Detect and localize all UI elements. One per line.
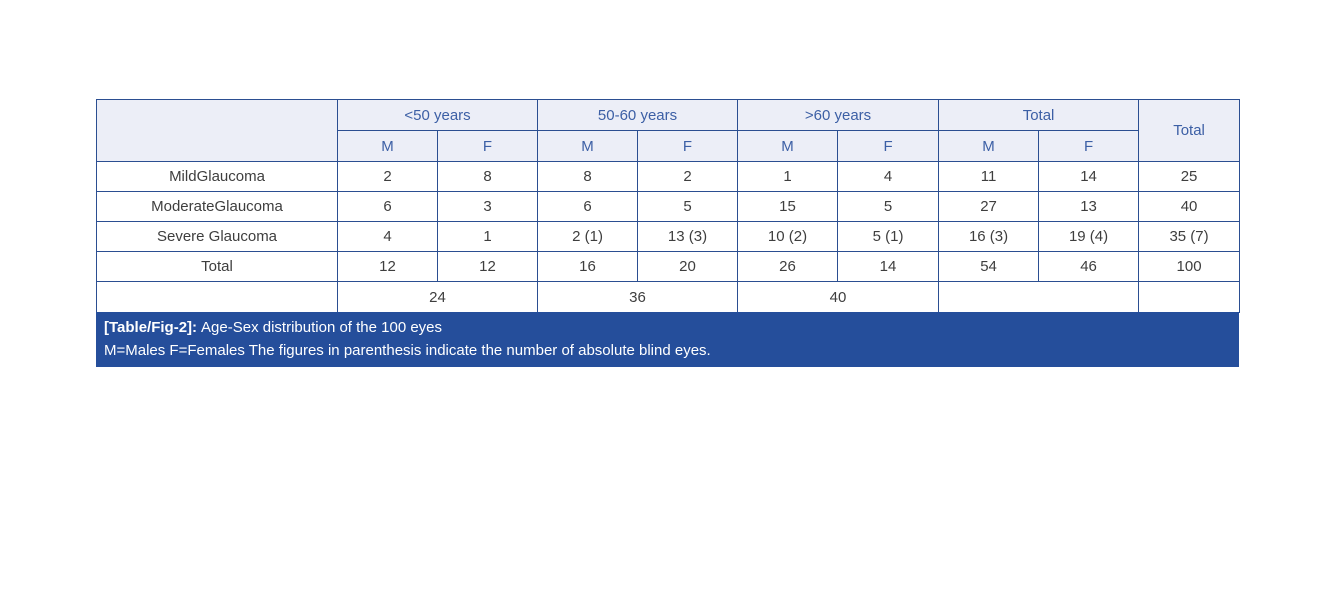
cell-value: 6 xyxy=(337,191,438,222)
corner-cell xyxy=(96,99,338,162)
col-over60-m: M xyxy=(737,130,839,162)
row-label: Total xyxy=(96,251,338,282)
cell-value: 54 xyxy=(938,251,1040,282)
table-row-mild-glaucoma: MildGlaucoma 2 8 8 2 1 4 11 14 25 xyxy=(96,161,1241,192)
cell-value: 15 xyxy=(737,191,839,222)
caption-note: M=Males F=Females The figures in parenth… xyxy=(104,342,711,359)
col-group-total: Total xyxy=(938,99,1140,131)
cell-value: 4 xyxy=(337,221,438,252)
age-sex-distribution-table: <50 years 50-60 years >60 years Total To… xyxy=(96,99,1241,313)
cell-value: 8 xyxy=(537,161,639,192)
table-row-total: Total 12 12 16 20 26 14 54 46 100 xyxy=(96,251,1241,282)
cell-value: 8 xyxy=(436,161,539,192)
cell-value: 10 (2) xyxy=(737,221,839,252)
age-total-total-empty xyxy=(938,281,1140,313)
caption-label: [Table/Fig-2]: xyxy=(104,319,198,336)
cell-value: 20 xyxy=(637,251,739,282)
col-over60-f: F xyxy=(837,130,940,162)
cell-value: 14 xyxy=(1038,161,1140,192)
col-total-f: F xyxy=(1038,130,1140,162)
row-total: 35 (7) xyxy=(1138,221,1241,252)
cell-value: 5 xyxy=(837,191,940,222)
table-row-moderate-glaucoma: ModerateGlaucoma 6 3 6 5 15 5 27 13 40 xyxy=(96,191,1241,222)
cell-value: 16 (3) xyxy=(938,221,1040,252)
age-total-under-50: 24 xyxy=(336,281,539,313)
col-group-under-50: <50 years xyxy=(336,99,539,131)
row-total: 40 xyxy=(1138,191,1241,222)
col-grand-total: Total xyxy=(1138,99,1241,162)
row-label: Severe Glaucoma xyxy=(96,221,338,252)
age-total-label-empty xyxy=(96,281,338,313)
row-label: ModerateGlaucoma xyxy=(96,191,338,222)
cell-value: 4 xyxy=(837,161,940,192)
row-label: MildGlaucoma xyxy=(96,161,338,192)
table-row-severe-glaucoma: Severe Glaucoma 4 1 2 (1) 13 (3) 10 (2) … xyxy=(96,221,1241,252)
cell-value: 6 xyxy=(537,191,639,222)
col-total-m: M xyxy=(938,130,1040,162)
age-total-50-60: 36 xyxy=(537,281,739,313)
cell-value: 2 xyxy=(637,161,739,192)
cell-value: 14 xyxy=(837,251,940,282)
age-total-grand-empty xyxy=(1138,281,1241,313)
cell-value: 5 (1) xyxy=(837,221,940,252)
cell-value: 46 xyxy=(1038,251,1140,282)
col-group-over-60: >60 years xyxy=(737,99,940,131)
cell-value: 2 xyxy=(337,161,438,192)
cell-value: 1 xyxy=(436,221,539,252)
age-total-over-60: 40 xyxy=(737,281,940,313)
caption-title-text: Age-Sex distribution of the 100 eyes xyxy=(201,319,443,336)
caption-line-1: [Table/Fig-2]: Age-Sex distribution of th… xyxy=(104,316,1231,339)
age-group-totals-row: 24 36 40 xyxy=(96,281,1241,313)
col-50-60-f: F xyxy=(637,130,739,162)
cell-value: 5 xyxy=(637,191,739,222)
cell-value: 1 xyxy=(737,161,839,192)
cell-value: 27 xyxy=(938,191,1040,222)
cell-value: 16 xyxy=(537,251,639,282)
row-total: 25 xyxy=(1138,161,1241,192)
cell-value: 26 xyxy=(737,251,839,282)
cell-value: 11 xyxy=(938,161,1040,192)
cell-value: 12 xyxy=(337,251,438,282)
table-caption-bar: [Table/Fig-2]: Age-Sex distribution of th… xyxy=(96,312,1239,367)
col-group-50-60: 50-60 years xyxy=(537,99,739,131)
col-under50-f: F xyxy=(436,130,539,162)
cell-value: 13 xyxy=(1038,191,1140,222)
col-under50-m: M xyxy=(337,130,438,162)
cell-value: 19 (4) xyxy=(1038,221,1140,252)
cell-value: 12 xyxy=(436,251,539,282)
header-row-sex: M F M F M F M F xyxy=(97,130,1240,162)
table-fig-2: <50 years 50-60 years >60 years Total To… xyxy=(96,99,1241,367)
header-row-age-groups: <50 years 50-60 years >60 years Total To… xyxy=(96,99,1241,162)
row-total: 100 xyxy=(1138,251,1241,282)
cell-value: 3 xyxy=(436,191,539,222)
cell-value: 13 (3) xyxy=(637,221,739,252)
col-50-60-m: M xyxy=(537,130,639,162)
cell-value: 2 (1) xyxy=(537,221,639,252)
